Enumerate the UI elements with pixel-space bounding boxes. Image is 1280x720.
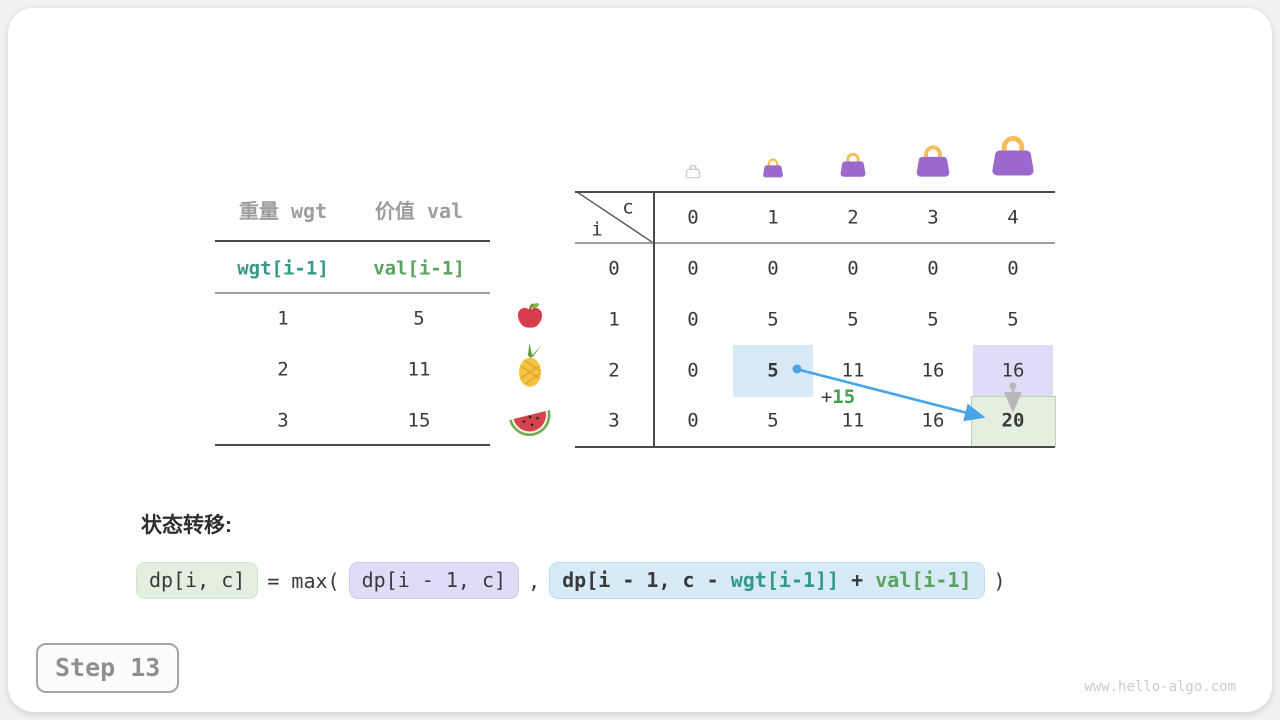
dp-cell: 16 xyxy=(921,359,945,382)
dp-cell: 0 xyxy=(687,409,699,432)
dp-cell: 5 xyxy=(767,308,779,331)
items-table-mid-rule xyxy=(215,292,490,294)
dp-cell: 5 xyxy=(1007,308,1019,331)
dp-corner-row-var: i xyxy=(591,218,603,241)
items-col1-header: 重量 wgt xyxy=(238,199,328,223)
dp-cell: 11 xyxy=(841,409,865,432)
dp-row-header: 3 xyxy=(608,409,620,432)
dp-cell: 0 xyxy=(687,257,699,280)
value-gain-annotation: +15 xyxy=(821,386,855,408)
dp-col-header: 4 xyxy=(1007,206,1019,229)
dp-table-header-rule xyxy=(575,242,1055,244)
arg2-prefix: dp[i - 1, c - xyxy=(562,568,731,592)
formula-arg2-chip: dp[i - 1, c - wgt[i-1]] + val[i-1] xyxy=(549,562,985,599)
dp-col-header: 2 xyxy=(847,206,859,229)
watermelon-icon xyxy=(506,403,554,439)
dp-cell-prev-highlight: 16 xyxy=(1001,359,1025,382)
transition-formula: dp[i, c] = max( dp[i - 1, c] , dp[i - 1,… xyxy=(136,562,1006,599)
transition-heading: 状态转移: xyxy=(141,514,232,537)
bag-xlarge-icon xyxy=(989,133,1037,181)
dp-cell: 0 xyxy=(847,257,859,280)
formula-eq-max: = max( xyxy=(267,568,340,593)
apple-icon xyxy=(515,301,545,331)
dp-corner-col-var: c xyxy=(622,196,634,219)
dp-cell: 11 xyxy=(841,359,865,382)
dp-row-header: 2 xyxy=(608,359,620,382)
diagram-card xyxy=(8,8,1272,712)
dp-table-bottom-rule xyxy=(575,446,1055,448)
formula-arg1-chip: dp[i - 1, c] xyxy=(348,562,520,599)
item-value: 5 xyxy=(413,307,425,330)
dp-cell-result-highlight: 20 xyxy=(1001,409,1025,432)
item-weight: 1 xyxy=(277,307,289,330)
arg2-plus: + xyxy=(839,568,876,592)
pineapple-icon xyxy=(510,343,550,389)
dp-row-header: 1 xyxy=(608,308,620,331)
dp-col-header: 0 xyxy=(687,206,699,229)
item-value: 15 xyxy=(407,409,431,432)
dp-cell: 5 xyxy=(847,308,859,331)
bag-medium-icon xyxy=(839,151,868,180)
dp-cell: 5 xyxy=(767,409,779,432)
formula-lhs-chip: dp[i, c] xyxy=(136,562,259,599)
items-table-top-rule xyxy=(215,240,490,242)
dp-table-vertical-rule xyxy=(653,191,655,447)
dp-cell: 0 xyxy=(687,308,699,331)
dp-cell: 0 xyxy=(687,359,699,382)
formula-close-paren: ) xyxy=(993,568,1006,593)
dp-cell: 5 xyxy=(927,308,939,331)
items-wgt-formula: wgt[i-1] xyxy=(237,257,329,280)
empty-bag-icon xyxy=(685,163,701,180)
item-weight: 2 xyxy=(277,358,289,381)
items-val-formula: val[i-1] xyxy=(373,257,465,280)
bag-large-icon xyxy=(914,143,952,181)
dp-cell: 0 xyxy=(927,257,939,280)
dp-cell: 16 xyxy=(921,409,945,432)
arg2-wgt-term: wgt[i-1]] xyxy=(730,568,840,592)
items-col2-header: 价值 val xyxy=(374,199,464,223)
watermark: www.hello-algo.com xyxy=(1084,679,1236,695)
dp-row-header: 0 xyxy=(608,257,620,280)
item-weight: 3 xyxy=(277,409,289,432)
bag-small-icon xyxy=(762,157,785,180)
dp-table-top-rule xyxy=(575,191,1055,193)
annotation-plus-sign: + xyxy=(820,386,833,408)
dp-col-header: 1 xyxy=(767,206,779,229)
annotation-value: 15 xyxy=(832,386,856,408)
dp-cell-source-highlight: 5 xyxy=(767,359,779,382)
dp-col-header: 3 xyxy=(927,206,939,229)
step-badge: Step 13 xyxy=(36,643,180,693)
items-table-bottom-rule xyxy=(215,444,490,446)
arg2-val-term: val[i-1] xyxy=(875,568,972,592)
formula-comma: , xyxy=(528,568,541,593)
dp-cell: 0 xyxy=(1007,257,1019,280)
dp-cell: 0 xyxy=(767,257,779,280)
item-value: 11 xyxy=(407,358,431,381)
